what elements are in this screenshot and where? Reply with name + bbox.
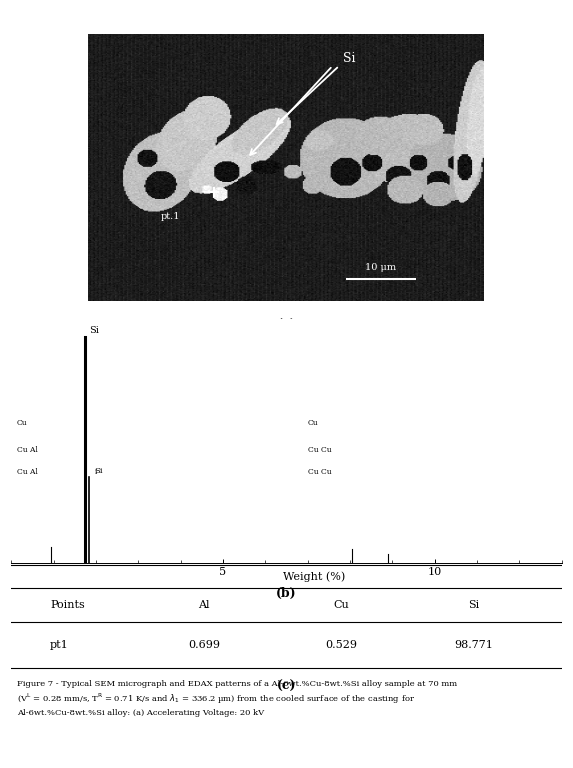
Text: pt1: pt1 (50, 640, 69, 650)
Text: 0.699: 0.699 (188, 640, 220, 650)
Text: (b): (b) (276, 587, 297, 600)
Text: 0.529: 0.529 (325, 640, 358, 650)
Text: Figure 7 - Typical SEM micrograph and EDAX patterns of a Al-6wt.%Cu-8wt.%Si allo: Figure 7 - Typical SEM micrograph and ED… (17, 680, 457, 717)
Text: Cu Al: Cu Al (17, 446, 37, 454)
Text: i: i (95, 468, 97, 476)
Text: Cu Cu: Cu Cu (308, 468, 331, 476)
Text: Cu Al: Cu Al (17, 468, 37, 476)
Text: (a): (a) (277, 319, 296, 333)
Text: Weight (%): Weight (%) (283, 571, 345, 582)
Text: (c): (c) (277, 680, 296, 693)
Text: 98.771: 98.771 (454, 640, 493, 650)
Text: Cu: Cu (17, 419, 27, 427)
Text: Points: Points (50, 600, 85, 610)
Text: Al: Al (198, 600, 210, 610)
Text: Cu: Cu (333, 600, 350, 610)
Text: Cu Cu: Cu Cu (308, 446, 331, 454)
Text: Cu: Cu (308, 419, 318, 427)
Text: Si: Si (95, 467, 103, 475)
Text: Si: Si (468, 600, 479, 610)
Text: Si: Si (89, 326, 99, 335)
